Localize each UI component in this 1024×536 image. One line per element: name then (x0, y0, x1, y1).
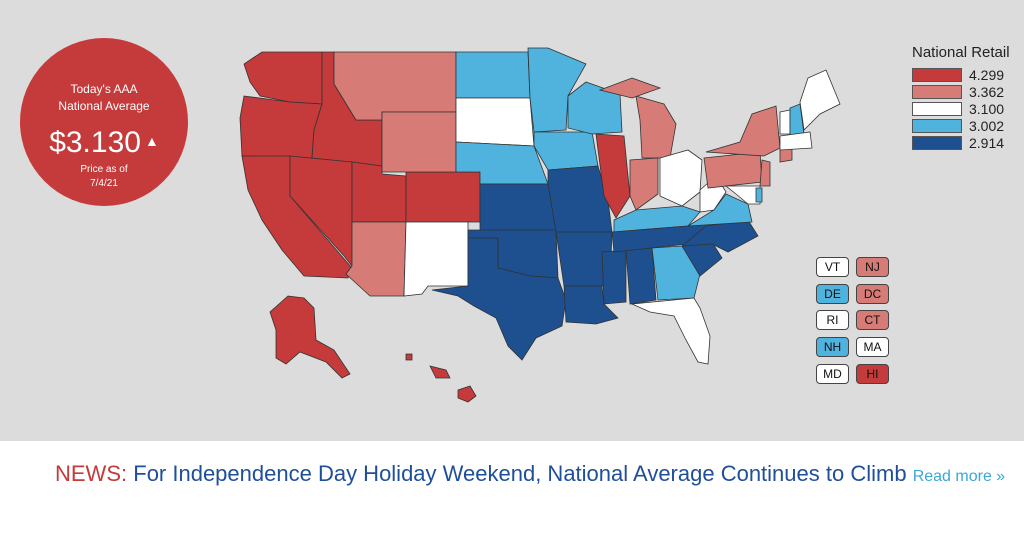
state-ms[interactable] (601, 249, 627, 305)
state-tx[interactable] (431, 237, 567, 361)
state-nm[interactable] (403, 221, 469, 297)
state-mn[interactable] (527, 47, 587, 133)
state-hi-islands[interactable] (405, 353, 413, 361)
state-oh[interactable] (659, 149, 703, 207)
state-il[interactable] (595, 133, 631, 219)
state-box-hi[interactable]: HI (856, 364, 889, 384)
legend-item: 3.002 (912, 118, 1022, 134)
state-la[interactable] (563, 285, 619, 325)
average-label-line1: Today's AAA (70, 82, 138, 96)
read-more-link[interactable]: Read more » (912, 468, 1006, 485)
state-ia[interactable] (533, 131, 599, 171)
legend-swatch (912, 136, 962, 150)
legend-swatch (912, 85, 962, 99)
news-prefix: NEWS: (55, 461, 128, 486)
price-as-of-date: 7/4/21 (90, 178, 118, 189)
state-de[interactable] (755, 187, 763, 203)
legend-value: 3.100 (969, 101, 1005, 117)
news-link[interactable]: For Independence Day Holiday Weekend, Na… (133, 461, 907, 486)
state-box-nj[interactable]: NJ (856, 257, 889, 277)
state-fl[interactable] (630, 297, 711, 365)
state-nd[interactable] (455, 51, 531, 99)
state-box-ct[interactable]: CT (856, 310, 889, 330)
legend-item: 2.914 (912, 135, 1022, 151)
state-ak[interactable] (269, 295, 351, 379)
state-box-de[interactable]: DE (816, 284, 849, 304)
state-hi[interactable] (457, 385, 477, 403)
legend-swatch (912, 119, 962, 133)
legend-item: 3.362 (912, 84, 1022, 100)
state-me[interactable] (799, 69, 841, 131)
state-az[interactable] (345, 221, 407, 297)
legend-item: 4.299 (912, 67, 1022, 83)
state-ks[interactable] (479, 183, 557, 231)
state-in[interactable] (629, 157, 659, 211)
legend-value: 4.299 (969, 67, 1005, 83)
state-mt[interactable] (333, 51, 457, 121)
state-box-nh[interactable]: NH (816, 337, 849, 357)
legend-value: 3.362 (969, 84, 1005, 100)
legend-title: National Retail (912, 44, 1010, 61)
state-mi-up[interactable] (598, 77, 662, 99)
state-wy[interactable] (381, 111, 457, 173)
average-label-line2: National Average (58, 99, 150, 113)
state-wa[interactable] (243, 51, 323, 105)
news-headline: NEWS: For Independence Day Holiday Weeke… (55, 458, 1015, 493)
state-nj[interactable] (759, 159, 771, 187)
state-nv[interactable] (289, 155, 353, 268)
triangle-up-icon: ▲ (144, 133, 159, 149)
state-sd[interactable] (455, 97, 535, 147)
map-panel: Today's AAA National Average $3.130 ▲ Pri… (0, 0, 1024, 441)
state-box-ri[interactable]: RI (816, 310, 849, 330)
state-wi[interactable] (567, 81, 623, 135)
state-box-dc[interactable]: DC (856, 284, 889, 304)
state-ma[interactable] (779, 131, 813, 151)
legend-item: 3.100 (912, 101, 1022, 117)
state-pa[interactable] (703, 151, 763, 189)
state-co[interactable] (405, 171, 481, 223)
average-price: $3.130 ▲ (20, 126, 188, 160)
state-md[interactable] (724, 185, 761, 205)
legend-swatch (912, 102, 962, 116)
average-price-value: $3.130 (49, 126, 141, 159)
state-va[interactable] (687, 193, 753, 227)
us-state-map (239, 47, 841, 403)
national-average-badge: Today's AAA National Average $3.130 ▲ Pri… (20, 38, 188, 206)
state-vt[interactable] (779, 109, 791, 135)
legend-swatch (912, 68, 962, 82)
state-box-ma[interactable]: MA (856, 337, 889, 357)
state-or[interactable] (239, 95, 323, 159)
state-hi-islands-2[interactable] (429, 365, 451, 379)
state-box-vt[interactable]: VT (816, 257, 849, 277)
state-box-md[interactable]: MD (816, 364, 849, 384)
legend: National Retail 4.299 3.362 3.100 3.002 … (912, 44, 1022, 152)
price-as-of-label: Price as of (80, 164, 128, 175)
legend-value: 3.002 (969, 118, 1005, 134)
state-al[interactable] (625, 247, 657, 305)
state-mi[interactable] (635, 95, 677, 159)
legend-value: 2.914 (969, 135, 1005, 151)
state-ga[interactable] (651, 245, 701, 301)
state-ny[interactable] (705, 105, 781, 157)
